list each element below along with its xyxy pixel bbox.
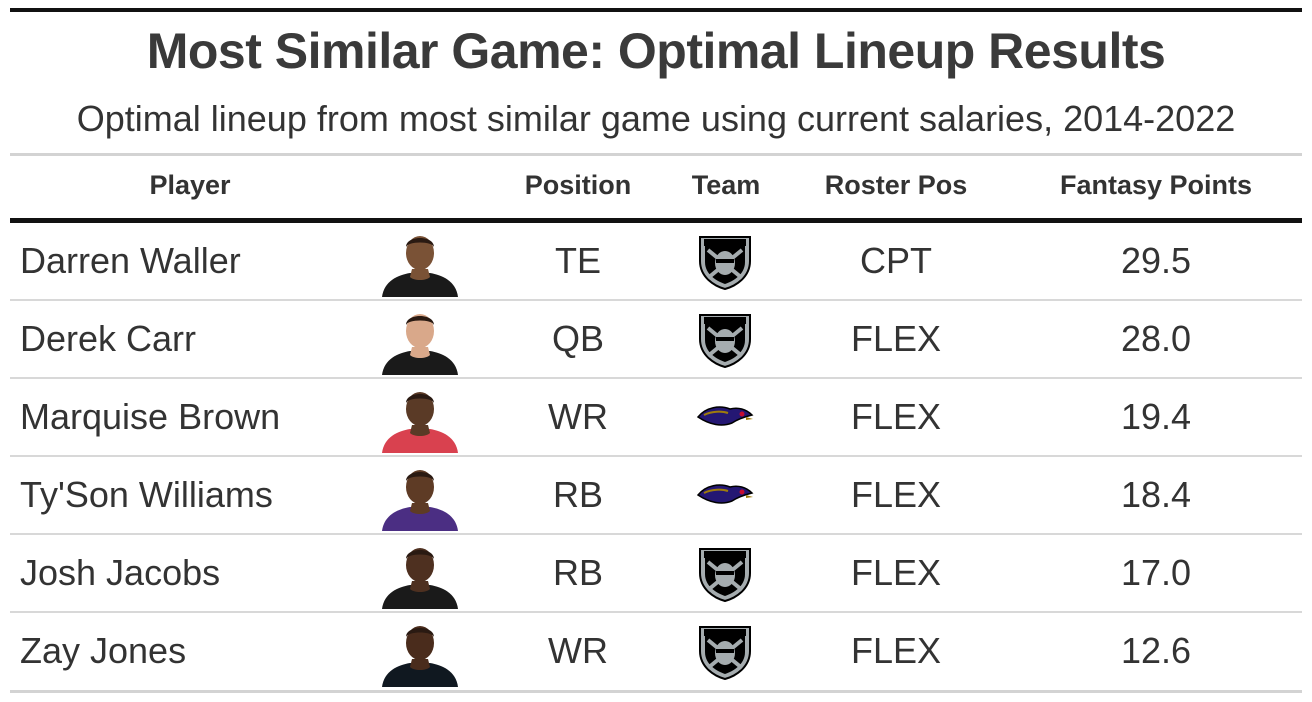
player-position: QB [551, 318, 604, 359]
table-row: Marquise Brown WR FLEX 19.4 [10, 379, 1302, 457]
header-rule [10, 218, 1302, 223]
row-divider [10, 299, 1302, 301]
player-headshot [376, 541, 464, 609]
table-header: Player Position Team Roster Pos Fantasy … [10, 156, 1302, 218]
player-headshot [376, 619, 464, 687]
row-divider [10, 377, 1302, 379]
player-position: WR [548, 396, 608, 437]
player-position: WR [548, 630, 608, 671]
row-divider [10, 455, 1302, 457]
fantasy-points: 28.0 [1120, 318, 1192, 359]
roster-position: FLEX [850, 630, 942, 671]
roster-position: FLEX [850, 474, 942, 515]
raiders-logo [696, 309, 754, 369]
ravens-logo [696, 465, 754, 525]
table-row: Derek Carr QB FLEX 28.0 [10, 301, 1302, 379]
column-header-fantasy-points: Fantasy Points [1059, 170, 1253, 200]
table-row: Darren Waller TE CPT 29.5 [10, 223, 1302, 301]
column-header-team: Team [691, 170, 761, 200]
row-divider [10, 611, 1302, 613]
raiders-logo [696, 231, 754, 291]
table-subtitle: Optimal lineup from most similar game us… [76, 98, 1236, 139]
table-row: Zay Jones WR FLEX 12.6 [10, 613, 1302, 691]
player-headshot [376, 463, 464, 531]
header-top-rule [10, 153, 1302, 156]
roster-position: FLEX [850, 318, 942, 359]
top-rule [10, 8, 1302, 12]
table-row: Josh Jacobs RB FLEX 17.0 [10, 535, 1302, 613]
player-name: Darren Waller [20, 240, 241, 281]
player-name: Derek Carr [20, 318, 197, 359]
ravens-logo [696, 387, 754, 447]
row-divider [10, 533, 1302, 535]
player-position: TE [554, 240, 601, 281]
roster-position: FLEX [850, 552, 942, 593]
fantasy-points: 18.4 [1120, 474, 1192, 515]
player-position: RB [552, 474, 603, 515]
column-header-roster-pos: Roster Pos [824, 170, 968, 200]
column-header-player: Player [149, 170, 231, 200]
roster-position: CPT [860, 240, 932, 281]
fantasy-points: 29.5 [1120, 240, 1192, 281]
player-name: Zay Jones [20, 630, 187, 671]
column-header-position: Position [524, 170, 632, 200]
fantasy-points: 12.6 [1120, 630, 1192, 671]
raiders-logo [696, 621, 754, 681]
player-name: Ty'Son Williams [20, 474, 273, 515]
player-headshot [376, 307, 464, 375]
fantasy-points: 19.4 [1120, 396, 1192, 437]
raiders-logo [696, 543, 754, 603]
player-headshot [376, 229, 464, 297]
player-name: Marquise Brown [20, 396, 281, 437]
player-headshot [376, 385, 464, 453]
table-title: Most Similar Game: Optimal Lineup Result… [146, 23, 1166, 79]
player-name: Josh Jacobs [20, 552, 221, 593]
bottom-rule [10, 690, 1302, 693]
player-position: RB [552, 552, 603, 593]
table-row: Ty'Son Williams RB FLEX 18.4 [10, 457, 1302, 535]
roster-position: FLEX [850, 396, 942, 437]
fantasy-points: 17.0 [1120, 552, 1192, 593]
